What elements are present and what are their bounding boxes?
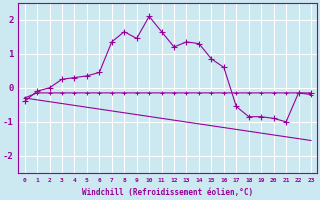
X-axis label: Windchill (Refroidissement éolien,°C): Windchill (Refroidissement éolien,°C): [82, 188, 253, 197]
